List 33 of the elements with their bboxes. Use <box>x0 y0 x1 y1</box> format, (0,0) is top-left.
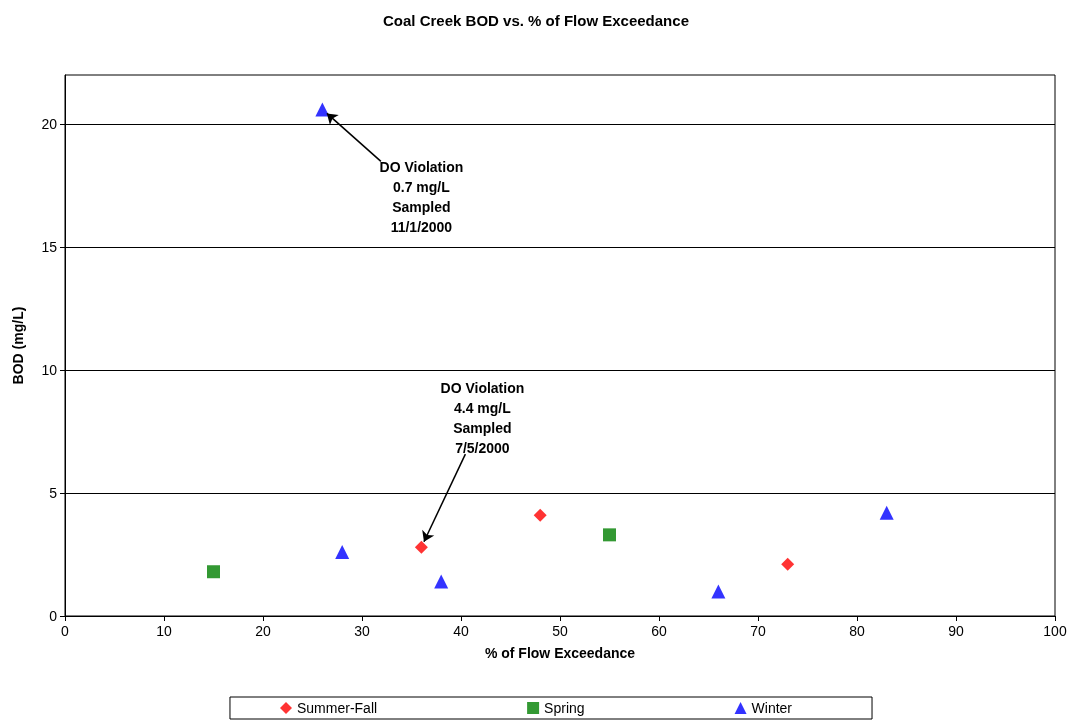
point <box>207 565 220 579</box>
y-tick-label: 20 <box>41 116 58 133</box>
x-tick-label: 80 <box>849 623 865 639</box>
point <box>434 574 449 589</box>
y-tick-label: 10 <box>41 362 58 379</box>
x-tick-label: 40 <box>453 623 469 639</box>
legend-label: Summer-Fall <box>296 700 378 716</box>
x-tick-label: 60 <box>651 623 667 639</box>
legend-label: Spring <box>544 700 585 716</box>
annotation: DO Violation 0.7 mg/L Sampled 11/1/2000 <box>379 159 464 236</box>
x-tick-label: 70 <box>750 623 766 639</box>
x-tick-label: 20 <box>255 623 271 639</box>
x-tick-label: 0 <box>61 623 70 639</box>
x-tick-label: 30 <box>354 623 370 639</box>
point <box>879 505 894 520</box>
x-tick-label: 50 <box>552 623 568 639</box>
x-tick-label: 10 <box>156 623 172 639</box>
point <box>414 540 428 554</box>
legend-label: Winter <box>751 700 793 716</box>
x-tick-label: 100 <box>1043 623 1067 639</box>
point <box>711 584 726 599</box>
y-tick-label: 0 <box>49 608 58 624</box>
point <box>335 545 350 560</box>
point <box>781 557 795 571</box>
x-axis-title: % of Flow Exceedance <box>484 645 636 661</box>
annotation: DO Violation 4.4 mg/L Sampled 7/5/2000 <box>440 380 525 457</box>
y-tick-label: 5 <box>49 485 58 502</box>
x-tick-label: 90 <box>948 623 964 639</box>
y-tick-label: 15 <box>41 239 58 256</box>
chart-title: Coal Creek BOD vs. % of Flow Exceedance <box>383 12 689 29</box>
y-axis-title: BOD (mg/L) <box>10 306 26 385</box>
point <box>533 508 547 522</box>
point <box>603 528 616 542</box>
